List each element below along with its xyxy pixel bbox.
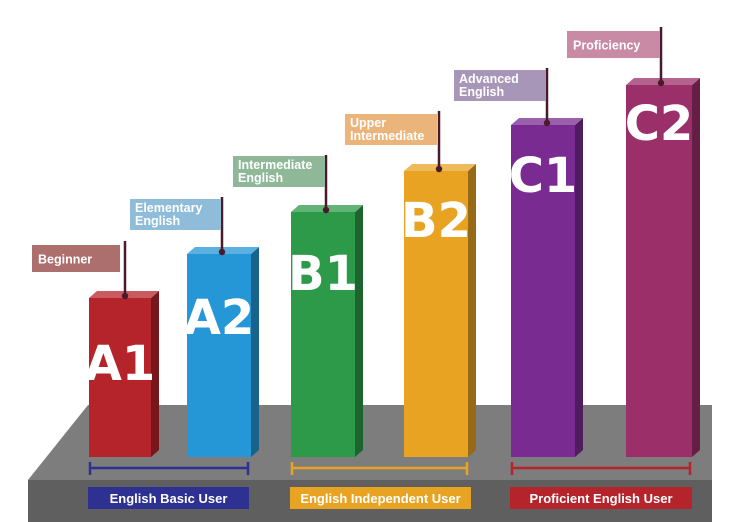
flag-intermediate: Intermediate English bbox=[233, 155, 330, 214]
bar-b1-side bbox=[355, 205, 363, 457]
bar-c2-side bbox=[692, 78, 700, 457]
flag-knob bbox=[218, 248, 226, 256]
flag-label-line-1: Upper bbox=[350, 116, 386, 130]
bar-a2-code: A2 bbox=[184, 290, 255, 346]
flag-cloth bbox=[567, 31, 660, 58]
flag-label: Proficiency bbox=[573, 39, 640, 53]
bar-c1-code: C1 bbox=[509, 148, 578, 204]
group-bracket bbox=[88, 462, 250, 475]
flag-beginner: Beginner bbox=[32, 241, 129, 300]
group-label: English Basic User bbox=[110, 491, 228, 506]
flag-label-line-1: Proficiency bbox=[573, 39, 640, 53]
bar-b1: B1 bbox=[288, 205, 363, 457]
flag-cloth bbox=[454, 70, 546, 101]
flag-label: Intermediate English bbox=[238, 158, 316, 185]
flag-elementary: Elementary English bbox=[130, 197, 226, 256]
flag-label: Advanced English bbox=[459, 72, 522, 99]
group-basic-user: English Basic User bbox=[88, 462, 250, 509]
bar-b2-front bbox=[404, 171, 468, 457]
group-bracket bbox=[290, 462, 469, 475]
bar-c1-side bbox=[575, 118, 583, 457]
bar-b2-code: B2 bbox=[401, 193, 471, 249]
bar-a1-side bbox=[151, 291, 159, 457]
flag-label-line-1: Advanced bbox=[459, 72, 519, 86]
flag-cloth bbox=[233, 156, 325, 187]
bar-a1-code: A1 bbox=[85, 336, 156, 392]
flag-knob bbox=[543, 119, 551, 127]
group-label-band bbox=[510, 487, 692, 509]
group-label-band bbox=[290, 487, 471, 509]
group-label: Proficient English User bbox=[529, 491, 672, 506]
flag-label-line-2: English bbox=[135, 214, 180, 228]
flag-cloth bbox=[130, 199, 221, 230]
flag-cloth bbox=[345, 114, 437, 145]
bar-b2-side bbox=[468, 164, 476, 457]
flag-knob bbox=[322, 206, 330, 214]
bar-a1-front bbox=[89, 298, 151, 457]
bar-c2: C2 bbox=[625, 78, 700, 457]
flag-label: Beginner bbox=[38, 253, 92, 267]
group-independent-user: English Independent User bbox=[290, 462, 471, 509]
flag-upper-intermediate: Upper Intermediate bbox=[345, 111, 443, 173]
bar-b1-front bbox=[291, 212, 355, 457]
flag-label-line-2: Intermediate bbox=[350, 129, 424, 143]
bar-a2: A2 bbox=[184, 247, 259, 457]
bar-b1-code: B1 bbox=[288, 246, 358, 302]
flag-proficiency: Proficiency bbox=[567, 27, 665, 87]
flag-label-line-2: English bbox=[238, 171, 283, 185]
bar-c1-front bbox=[511, 125, 575, 457]
group-proficient-user: Proficient English User bbox=[510, 462, 692, 509]
flag-knob bbox=[657, 79, 665, 87]
bar-a2-side bbox=[251, 247, 259, 457]
bar-c1: C1 bbox=[509, 118, 583, 457]
flag-knob bbox=[435, 165, 443, 173]
flag-knob bbox=[121, 292, 129, 300]
group-label: English Independent User bbox=[300, 491, 460, 506]
flag-cloth bbox=[32, 245, 120, 272]
bar-a2-front bbox=[187, 254, 251, 457]
flag-label-line-2: English bbox=[459, 85, 504, 99]
flag-label-line-1: Intermediate bbox=[238, 158, 312, 172]
flag-label: Upper Intermediate bbox=[350, 116, 424, 143]
flag-label-line-1: Elementary bbox=[135, 201, 202, 215]
group-label-band bbox=[88, 487, 249, 509]
group-bracket bbox=[510, 462, 692, 475]
flag-label: Elementary English bbox=[135, 201, 206, 228]
flag-label-line-1: Beginner bbox=[38, 253, 92, 267]
bar-b2: B2 bbox=[401, 164, 476, 457]
flag-advanced: Advanced English bbox=[454, 68, 551, 127]
bar-c2-front bbox=[626, 85, 692, 457]
bar-c2-code: C2 bbox=[625, 96, 694, 152]
bar-a1: A1 bbox=[85, 291, 159, 457]
